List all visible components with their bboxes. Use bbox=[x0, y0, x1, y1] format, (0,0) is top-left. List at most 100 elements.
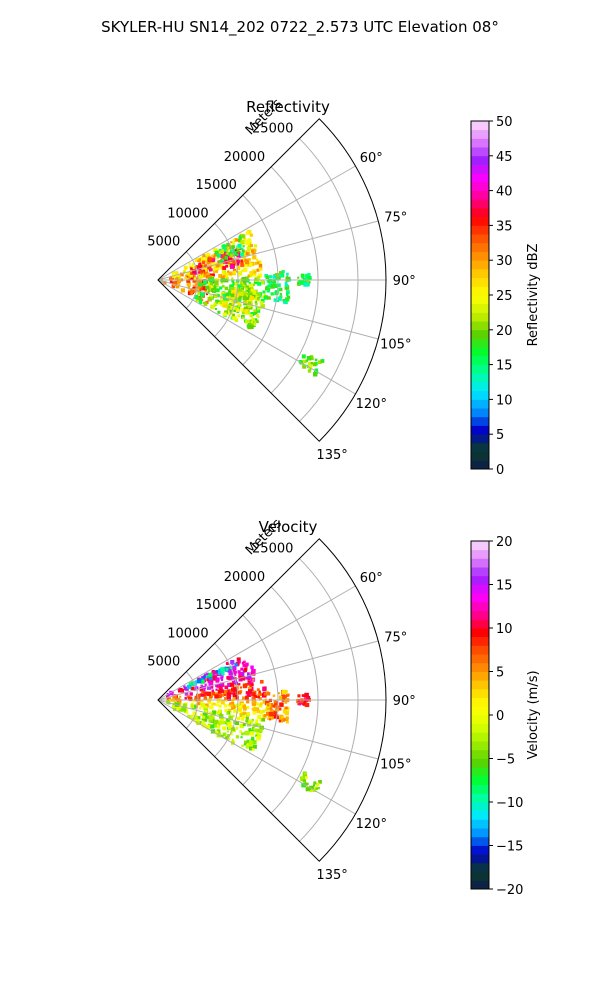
colorbar-band bbox=[471, 697, 489, 707]
colorbar-tick-label: 0 bbox=[496, 463, 504, 478]
colorbar-band bbox=[471, 181, 489, 191]
theta-tick-label: 105° bbox=[380, 758, 411, 773]
colorbar-band bbox=[471, 460, 489, 470]
colorbar-band bbox=[471, 593, 489, 603]
theta-tick-label: 60° bbox=[360, 151, 383, 166]
colorbar-band bbox=[471, 854, 489, 864]
colorbar-band bbox=[471, 793, 489, 803]
colorbar-tick-label: 40 bbox=[496, 185, 513, 200]
colorbar-band bbox=[471, 399, 489, 409]
colorbar-band bbox=[471, 138, 489, 148]
colorbar-band bbox=[471, 819, 489, 829]
colorbar-band bbox=[471, 451, 489, 461]
grid-spoke bbox=[157, 279, 356, 395]
polar-frame bbox=[157, 118, 387, 442]
colorbar-band bbox=[471, 234, 489, 244]
colorbar-band bbox=[471, 416, 489, 426]
colorbar-band bbox=[471, 575, 489, 585]
colorbar-band bbox=[471, 680, 489, 690]
colorbar-tick-label: 45 bbox=[496, 150, 513, 165]
colorbar-band bbox=[471, 671, 489, 681]
colorbar-tick-label: 35 bbox=[496, 219, 513, 234]
theta-tick-label: 90° bbox=[393, 694, 416, 709]
colorbar-band bbox=[471, 802, 489, 812]
radial-tick-label: 25000 bbox=[252, 542, 293, 557]
colorbar-band bbox=[471, 558, 489, 568]
panel-title: Velocity bbox=[259, 518, 318, 536]
colorbar-band bbox=[471, 251, 489, 261]
colorbar-tick-label: 30 bbox=[496, 254, 513, 269]
echo-region-8 bbox=[298, 354, 325, 377]
colorbar-band bbox=[471, 662, 489, 672]
reflectivity-panel: Reflectivity500010000150002000025000Mete… bbox=[147, 96, 541, 478]
colorbar-band bbox=[471, 549, 489, 559]
colorbar-band bbox=[471, 567, 489, 577]
grid-spoke bbox=[157, 220, 379, 281]
colorbar-band bbox=[471, 268, 489, 278]
colorbar-tick-label: 25 bbox=[496, 289, 513, 304]
colorbar-tick-label: 5 bbox=[496, 428, 504, 443]
grid-spoke bbox=[157, 585, 356, 701]
colorbar-band bbox=[471, 862, 489, 872]
colorbar-band bbox=[471, 260, 489, 270]
colorbar-band bbox=[471, 199, 489, 209]
colorbar-band bbox=[471, 312, 489, 322]
theta-tick-label: 135° bbox=[316, 868, 347, 883]
echo-layer bbox=[166, 657, 322, 793]
panel-title: Reflectivity bbox=[246, 98, 330, 116]
colorbar-tick-label: 20 bbox=[496, 535, 513, 550]
colorbar-band bbox=[471, 828, 489, 838]
colorbar-band bbox=[471, 775, 489, 785]
colorbar-band bbox=[471, 645, 489, 655]
theta-tick-label: 120° bbox=[356, 397, 387, 412]
colorbar-band bbox=[471, 338, 489, 348]
colorbar-band bbox=[471, 373, 489, 383]
echo-region-7 bbox=[299, 771, 322, 793]
colorbar-band bbox=[471, 208, 489, 218]
theta-tick-label: 105° bbox=[380, 338, 411, 353]
colorbar-band bbox=[471, 584, 489, 594]
grid-spoke bbox=[157, 165, 356, 281]
colorbar-tick-label: −10 bbox=[496, 796, 523, 811]
colorbar-tick-label: 0 bbox=[496, 709, 504, 724]
colorbar-band bbox=[471, 225, 489, 235]
colorbar-tick-label: 10 bbox=[496, 393, 513, 408]
colorbar-label: Reflectivity dBZ bbox=[526, 244, 541, 347]
colorbar-band bbox=[471, 364, 489, 374]
colorbar-band bbox=[471, 723, 489, 733]
radial-tick-label: 20000 bbox=[224, 570, 265, 585]
radial-tick-label: 25000 bbox=[252, 122, 293, 137]
radial-tick-label: 20000 bbox=[224, 150, 265, 165]
radial-tick-label: 15000 bbox=[196, 598, 237, 613]
polar-grid bbox=[157, 138, 386, 422]
colorbar-band bbox=[471, 277, 489, 287]
colorbar-band bbox=[471, 147, 489, 157]
colorbar-band bbox=[471, 129, 489, 139]
colorbar-band bbox=[471, 286, 489, 296]
colorbar-band bbox=[471, 295, 489, 305]
colorbar-label: Velocity (m/s) bbox=[526, 670, 541, 759]
colorbar-band bbox=[471, 442, 489, 452]
colorbar-band bbox=[471, 434, 489, 444]
figure-title: SKYLER-HU SN14_202 0722_2.573 UTC Elevat… bbox=[101, 18, 499, 37]
colorbar-band bbox=[471, 242, 489, 252]
colorbar-band bbox=[471, 871, 489, 881]
colorbar-tick-label: −20 bbox=[496, 883, 523, 898]
radial-tick-label: 5000 bbox=[147, 655, 180, 670]
colorbar-band bbox=[471, 321, 489, 331]
colorbar-band bbox=[471, 741, 489, 751]
echo-region-4 bbox=[166, 700, 265, 751]
colorbar-band bbox=[471, 749, 489, 759]
grid-spoke bbox=[157, 640, 379, 701]
colorbar-band bbox=[471, 355, 489, 365]
theta-tick-label: 120° bbox=[356, 817, 387, 832]
colorbar: −20 −15 −10 −5 0 5 10 15 20 Velocity (m/s) bbox=[470, 535, 541, 898]
colorbar-band bbox=[471, 628, 489, 638]
colorbar-band bbox=[471, 688, 489, 698]
theta-tick-label: 60° bbox=[360, 571, 383, 586]
colorbar-band bbox=[471, 164, 489, 174]
colorbar-band bbox=[471, 654, 489, 664]
echo-region-2 bbox=[166, 678, 267, 703]
colorbar-band bbox=[471, 216, 489, 226]
